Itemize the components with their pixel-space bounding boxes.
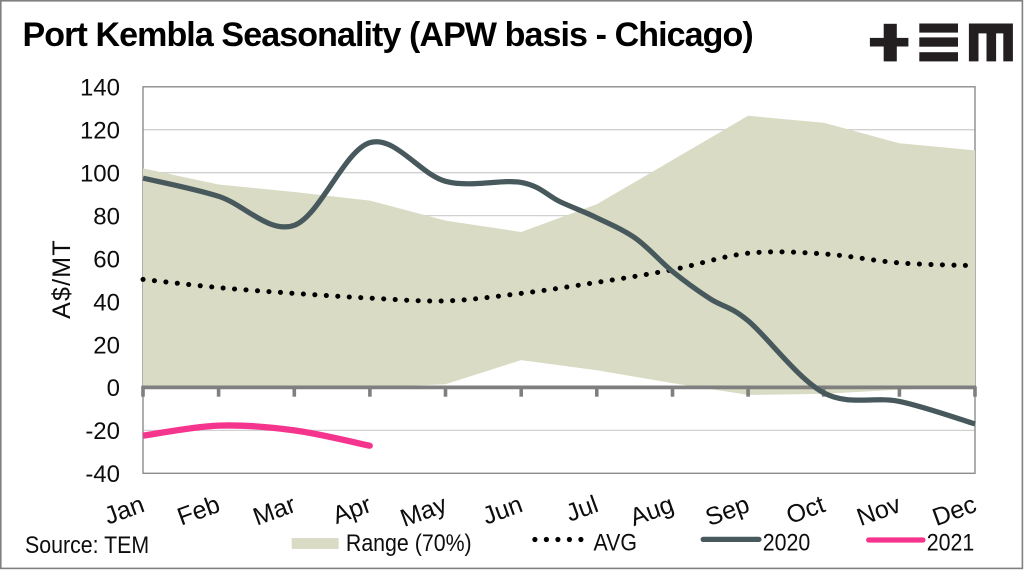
svg-text:80: 80 [93, 203, 120, 230]
svg-text:2021: 2021 [927, 528, 974, 555]
svg-text:2020: 2020 [763, 528, 810, 555]
svg-text:140: 140 [80, 75, 120, 102]
svg-text:A$/MT: A$/MT [48, 239, 76, 319]
svg-text:0: 0 [107, 375, 120, 402]
svg-text:120: 120 [80, 118, 120, 145]
svg-text:-40: -40 [85, 461, 120, 488]
svg-text:Source: TEM: Source: TEM [25, 531, 149, 558]
svg-text:20: 20 [93, 332, 120, 359]
svg-text:Range (70%): Range (70%) [346, 529, 472, 556]
svg-text:100: 100 [80, 161, 120, 188]
svg-text:40: 40 [93, 289, 120, 316]
svg-text:AVG: AVG [594, 528, 637, 555]
svg-text:-20: -20 [85, 418, 120, 445]
svg-text:60: 60 [93, 246, 120, 273]
svg-text:Port Kembla Seasonality (APW b: Port Kembla Seasonality (APW basis - Chi… [23, 16, 753, 54]
